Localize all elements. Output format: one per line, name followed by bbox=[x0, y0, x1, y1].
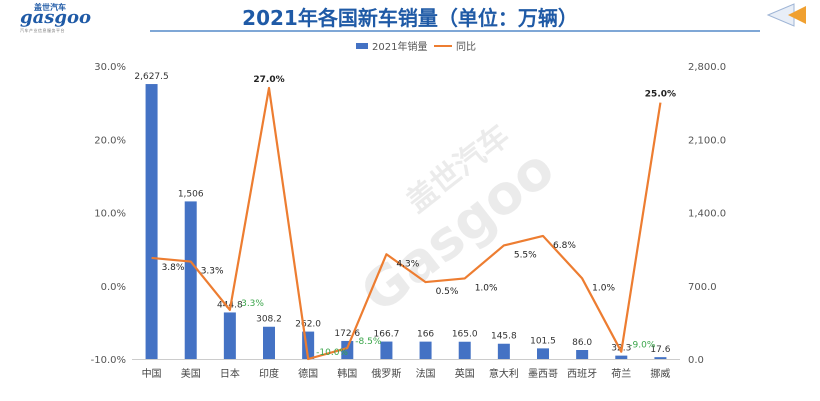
bar bbox=[615, 355, 628, 359]
right-tick-label: 0.0 bbox=[688, 355, 704, 366]
left-tick-label: -10.0% bbox=[91, 355, 126, 366]
category-label: 英国 bbox=[455, 367, 475, 380]
yoy-label: -10.0% bbox=[316, 348, 348, 358]
category-label: 法国 bbox=[416, 367, 436, 380]
left-tick-label: 0.0% bbox=[101, 282, 126, 293]
right-tick-label: 1,400.0 bbox=[688, 209, 726, 220]
left-tick-label: 10.0% bbox=[94, 209, 126, 220]
category-label: 墨西哥 bbox=[528, 368, 558, 380]
gasgoo-logo: 盖世汽车 gasgoo 汽车产业信息服务平台 bbox=[6, 3, 91, 33]
bar-value-label: 1,506 bbox=[178, 189, 204, 199]
right-tick-label: 2,100.0 bbox=[688, 135, 726, 146]
yoy-label: -3.3% bbox=[238, 299, 265, 309]
left-tick-label: 20.0% bbox=[94, 135, 126, 146]
legend-bar-label: 2021年销量 bbox=[372, 40, 427, 53]
bar bbox=[497, 343, 510, 359]
category-label: 德国 bbox=[298, 367, 318, 380]
legend-line-label: 同比 bbox=[456, 41, 476, 53]
category-label: 挪威 bbox=[650, 367, 670, 380]
legend-bar-swatch bbox=[356, 43, 368, 49]
category-label: 意大利 bbox=[489, 367, 519, 380]
bar-value-label: 166 bbox=[417, 330, 434, 340]
bar bbox=[263, 326, 275, 359]
bar bbox=[576, 350, 589, 359]
logo-subtitle: 汽车产业信息服务平台 bbox=[20, 28, 65, 33]
yoy-label: 1.0% bbox=[592, 283, 615, 293]
bar bbox=[419, 341, 432, 359]
yoy-label: 25.0% bbox=[645, 90, 676, 100]
bars bbox=[145, 84, 667, 359]
bar bbox=[458, 341, 471, 359]
right-tick-label: 700.0 bbox=[688, 282, 717, 293]
bar-value-label: 17.6 bbox=[650, 345, 670, 355]
yoy-label: -8.5% bbox=[355, 337, 382, 347]
category-label: 韩国 bbox=[337, 367, 357, 380]
bar-value-label: 308.2 bbox=[256, 315, 282, 325]
category-label: 俄罗斯 bbox=[371, 367, 401, 380]
back-arrow-icon[interactable] bbox=[764, 2, 820, 28]
logo-cn-text: 盖世汽车 bbox=[34, 3, 66, 12]
category-label: 印度 bbox=[259, 367, 279, 380]
category-label: 美国 bbox=[181, 367, 201, 380]
category-label: 荷兰 bbox=[611, 367, 631, 380]
page-title: 2021年各国新车销量（单位：万辆） bbox=[242, 6, 578, 30]
yoy-label: 6.8% bbox=[553, 241, 576, 251]
yoy-label: 1.0% bbox=[475, 283, 498, 293]
title-rule bbox=[150, 30, 760, 32]
category-label: 日本 bbox=[220, 367, 240, 380]
bar-value-label: 2,627.5 bbox=[134, 72, 168, 82]
yoy-line bbox=[151, 86, 662, 361]
yoy-label: 3.8% bbox=[162, 263, 185, 273]
bar-value-label: 86.0 bbox=[572, 338, 592, 348]
bar bbox=[223, 312, 236, 359]
yoy-label: 4.3% bbox=[396, 259, 419, 269]
yoy-label: 3.3% bbox=[201, 267, 224, 277]
bar-value-label: 145.8 bbox=[491, 332, 517, 342]
bar-value-label: 166.7 bbox=[374, 330, 400, 340]
yoy-label: 27.0% bbox=[253, 75, 284, 85]
yoy-label: 5.5% bbox=[514, 250, 537, 260]
header: 盖世汽车 gasgoo 汽车产业信息服务平台 2021年各国新车销量（单位：万辆… bbox=[0, 0, 820, 34]
yoy-labels: 3.8% 3.3% -3.3% 27.0% -10.0% -8.5% 4.3% 0.5% 1.0… bbox=[162, 75, 676, 358]
right-tick-label: 2,800.0 bbox=[688, 62, 726, 73]
bar-value-label: 165.0 bbox=[452, 330, 478, 340]
yoy-label: -9.0% bbox=[629, 341, 656, 351]
bar bbox=[145, 84, 158, 359]
bar bbox=[341, 340, 354, 359]
right-axis: 2,800.0 2,100.0 1,400.0 700.0 0.0 bbox=[688, 62, 726, 366]
bar bbox=[184, 201, 197, 359]
bar bbox=[654, 357, 667, 359]
legend: 2021年销量 同比 bbox=[356, 40, 476, 53]
bar-value-label: 101.5 bbox=[530, 336, 556, 346]
bar-value-label: 172.6 bbox=[334, 329, 360, 339]
left-tick-label: 30.0% bbox=[94, 62, 126, 73]
left-axis: 30.0% 20.0% 10.0% 0.0% -10.0% bbox=[91, 62, 126, 366]
bar bbox=[380, 341, 393, 359]
category-label: 中国 bbox=[142, 367, 162, 380]
category-labels: 中国 美国 日本 印度 德国 韩国 俄罗斯 法国 英国 意大利 墨西哥 西班牙 荷兰 挪威 bbox=[142, 367, 671, 380]
yoy-label: 0.5% bbox=[436, 287, 459, 297]
logo-text: gasgoo bbox=[20, 7, 91, 28]
category-label: 西班牙 bbox=[567, 368, 597, 380]
bar bbox=[537, 348, 549, 359]
bar-value-label: 262.0 bbox=[295, 320, 321, 330]
